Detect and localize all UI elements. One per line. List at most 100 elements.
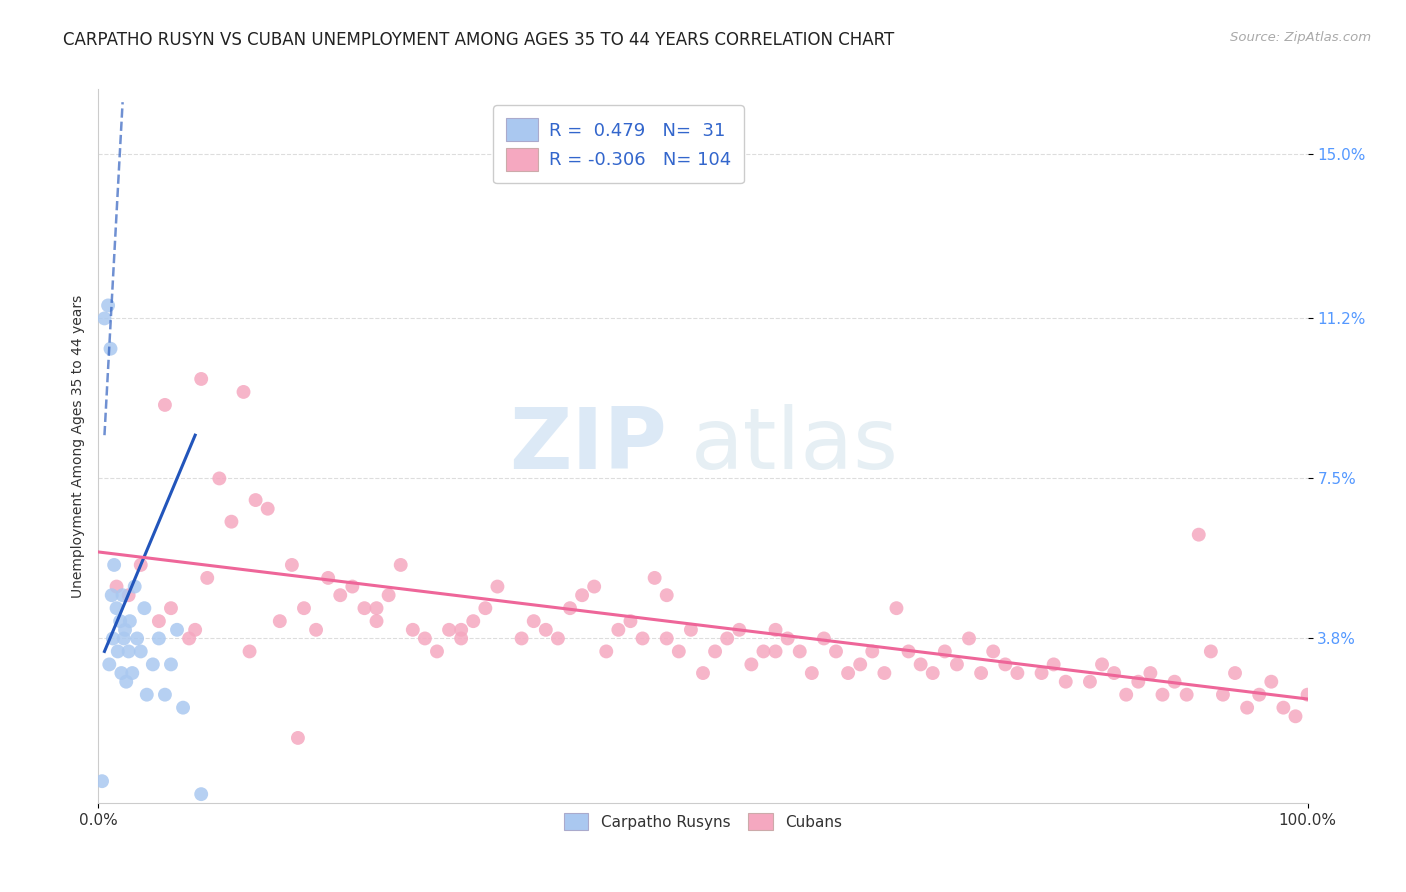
Point [342,580,364,594]
Point [486,580,509,594]
Point [105,601,128,615]
Point [166,623,188,637]
Point [776,632,799,646]
Point [353,601,375,615]
Point [873,666,896,681]
Point [957,632,980,646]
Point [160,601,183,615]
Point [800,666,823,681]
Point [1042,657,1064,672]
Point [91,774,114,789]
Point [704,644,727,658]
Point [190,787,212,801]
Point [1260,674,1282,689]
Point [860,644,883,658]
Point [1128,674,1150,689]
Point [239,644,262,658]
Point [1284,709,1306,723]
Point [190,372,212,386]
Text: CARPATHO RUSYN VS CUBAN UNEMPLOYMENT AMONG AGES 35 TO 44 YEARS CORRELATION CHART: CARPATHO RUSYN VS CUBAN UNEMPLOYMENT AMO… [63,31,894,49]
Point [287,731,309,745]
Point [179,632,201,646]
Point [825,644,848,658]
Point [121,666,143,681]
Point [426,644,449,658]
Point [1249,688,1271,702]
Point [631,632,654,646]
Point [402,623,425,637]
Point [450,632,472,646]
Point [558,601,581,615]
Point [366,614,388,628]
Point [849,657,872,672]
Point [221,515,243,529]
Point [994,657,1017,672]
Point [292,601,315,615]
Point [1272,700,1295,714]
Point [510,632,533,646]
Point [655,632,678,646]
Point [281,558,304,572]
Point [583,580,606,594]
Point [1031,666,1053,681]
Point [523,614,546,628]
Point [305,623,328,637]
Point [934,644,956,658]
Point [655,588,678,602]
Point [142,657,165,672]
Point [195,571,218,585]
Point [172,700,194,714]
Point [153,398,176,412]
Point [366,601,388,615]
Point [112,632,135,646]
Point [679,623,702,637]
Point [910,657,932,672]
Point [1091,657,1114,672]
Point [595,644,617,658]
Point [740,657,762,672]
Point [111,588,134,602]
Point [129,644,152,658]
Point [377,588,399,602]
Point [93,311,115,326]
Point [329,588,352,602]
Point [134,601,156,615]
Point [98,657,121,672]
Point [1078,674,1101,689]
Point [160,657,183,672]
Point [108,614,131,628]
Point [245,493,267,508]
Point [1236,700,1258,714]
Point [100,588,122,602]
Point [103,558,125,572]
Point [946,657,969,672]
Legend: Carpatho Rusyns, Cubans: Carpatho Rusyns, Cubans [557,805,849,838]
Point [135,688,157,702]
Point [752,644,775,658]
Point [129,558,152,572]
Point [110,666,132,681]
Point [1139,666,1161,681]
Point [148,632,170,646]
Point [1199,644,1222,658]
Point [184,623,207,637]
Point [118,614,141,628]
Point [316,571,339,585]
Point [115,674,138,689]
Point [101,632,124,646]
Point [765,644,787,658]
Point [124,580,146,594]
Text: ZIP: ZIP [509,404,666,488]
Point [232,384,254,399]
Point [105,580,128,594]
Point [897,644,920,658]
Point [1212,688,1234,702]
Point [607,623,630,637]
Point [437,623,460,637]
Point [269,614,291,628]
Point [1223,666,1246,681]
Point [813,632,835,646]
Point [1152,688,1174,702]
Point [127,632,149,646]
Point [534,623,557,637]
